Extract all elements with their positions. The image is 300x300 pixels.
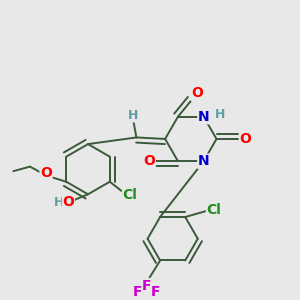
Text: H: H [54, 196, 64, 209]
Text: Cl: Cl [123, 188, 137, 202]
Text: O: O [40, 166, 52, 180]
Text: H: H [128, 109, 138, 122]
Text: Cl: Cl [206, 203, 221, 217]
Text: N: N [198, 110, 209, 124]
Text: O: O [239, 132, 251, 146]
Text: H: H [215, 108, 226, 121]
Text: N: N [198, 154, 209, 168]
Text: F: F [142, 279, 151, 292]
Text: F: F [151, 285, 160, 298]
Text: O: O [143, 154, 155, 168]
Text: O: O [62, 195, 74, 209]
Text: O: O [191, 86, 203, 100]
Text: F: F [133, 285, 142, 298]
